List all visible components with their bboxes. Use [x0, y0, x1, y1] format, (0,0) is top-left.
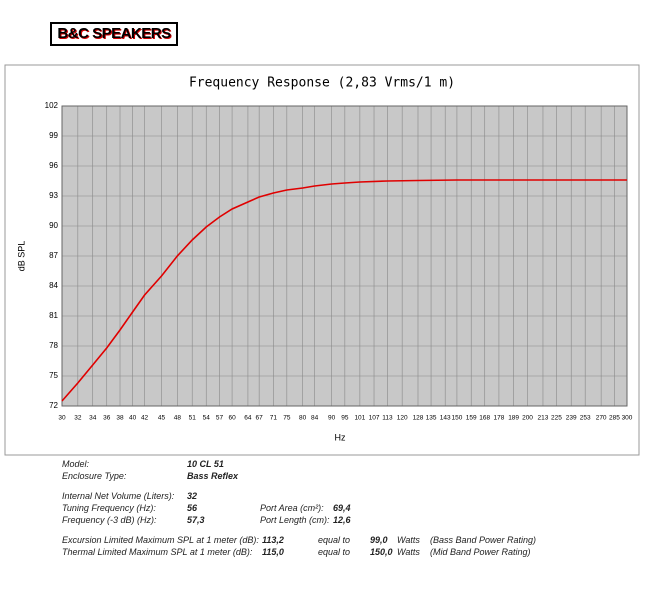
x-tick-label: 101: [354, 415, 365, 422]
response-line: [61, 179, 627, 402]
x-tick-label: 40: [129, 415, 137, 422]
x-tick-label: 95: [341, 415, 349, 422]
spec-cell: (Mid Band Power Rating): [430, 547, 531, 557]
spec-cell: 12,6: [333, 515, 351, 525]
x-tick-label: 32: [74, 415, 82, 422]
spec-cell: Excursion Limited Maximum SPL at 1 meter…: [62, 535, 259, 545]
x-tick-label: 54: [203, 415, 211, 422]
spec-cell: Watts: [397, 547, 420, 557]
y-tick-label: 78: [49, 341, 58, 350]
y-tick-label: 96: [49, 161, 58, 170]
y-tick-label: 99: [49, 131, 58, 140]
x-axis-label: Hz: [335, 432, 346, 442]
x-tick-label: 90: [328, 415, 336, 422]
x-tick-label: 200: [522, 415, 533, 422]
spec-cell: Port Length (cm):: [260, 515, 330, 525]
y-tick-label: 72: [49, 401, 58, 410]
spec-cell: 99,0: [370, 535, 388, 545]
chart: Frequency Response (2,83 Vrms/1 m) Hz dB…: [4, 64, 640, 456]
spec-cell: Model:: [62, 459, 90, 469]
x-tick-label: 84: [311, 415, 319, 422]
x-tick-label: 300: [622, 415, 633, 422]
x-tick-label: 36: [103, 415, 111, 422]
x-tick-label: 213: [538, 415, 549, 422]
spec-cell: 115,0: [262, 547, 284, 557]
x-tick-label: 80: [299, 415, 307, 422]
x-tick-label: 48: [174, 415, 182, 422]
x-tick-label: 270: [596, 415, 607, 422]
x-tick-label: 128: [413, 415, 424, 422]
spec-cell: Port Area (cm²):: [260, 503, 324, 513]
x-tick-label: 75: [283, 415, 291, 422]
x-tick-label: 67: [256, 415, 264, 422]
spec-cell: (Bass Band Power Rating): [430, 535, 537, 545]
x-tick-label: 159: [466, 415, 477, 422]
x-tick-label: 150: [451, 415, 462, 422]
spec-cell: 150,0: [370, 547, 393, 557]
spec-cell: Internal Net Volume (Liters):: [62, 491, 175, 501]
x-tick-label: 42: [141, 415, 149, 422]
x-tick-label: 239: [566, 415, 577, 422]
x-tick-label: 60: [228, 415, 236, 422]
x-tick-label: 143: [440, 415, 451, 422]
spec-cell: equal to: [318, 535, 351, 545]
y-tick-label: 93: [49, 191, 58, 200]
x-tick-label: 57: [216, 415, 224, 422]
spec-cell: Enclosure Type:: [62, 471, 127, 481]
y-tick-label: 90: [49, 221, 58, 230]
spec-cell: 57,3: [187, 515, 205, 525]
y-tick-label: 81: [49, 311, 58, 320]
x-tick-label: 51: [189, 415, 197, 422]
spec-cell: 56: [187, 503, 198, 513]
y-tick-label: 87: [49, 251, 58, 260]
x-tick-label: 38: [116, 415, 124, 422]
x-tick-label: 178: [493, 415, 504, 422]
x-tick-label: 71: [270, 415, 278, 422]
spec-cell: Watts: [397, 535, 420, 545]
x-tick-label: 113: [382, 415, 393, 422]
x-tick-label: 30: [58, 415, 66, 422]
x-tick-label: 34: [89, 415, 97, 422]
x-tick-label: 253: [580, 415, 591, 422]
spec-cell: Tuning Frequency (Hz):: [62, 503, 156, 513]
x-tick-label: 107: [369, 415, 380, 422]
spec-cell: Bass Reflex: [187, 471, 239, 481]
x-tick-label: 135: [426, 415, 437, 422]
spec-cell: Frequency (-3 dB) (Hz):: [62, 515, 157, 525]
chart-title: Frequency Response (2,83 Vrms/1 m): [189, 76, 455, 91]
spec-cell: Thermal Limited Maximum SPL at 1 meter (…: [62, 547, 253, 557]
y-tick-label: 102: [45, 101, 59, 110]
x-tick-label: 189: [508, 415, 519, 422]
y-tick-label: 75: [49, 371, 58, 380]
spec-cell: 32: [187, 491, 198, 501]
plot-border: [61, 105, 628, 407]
y-axis-label: dB SPL: [16, 241, 26, 272]
y-tick-label: 84: [49, 281, 58, 290]
logo: B&C SPEAKERS: [50, 22, 178, 46]
x-tick-label: 45: [158, 415, 166, 422]
x-tick-label: 64: [244, 415, 252, 422]
x-tick-label: 120: [397, 415, 408, 422]
spec-cell: 113,2: [262, 535, 284, 545]
spec-cell: 69,4: [333, 503, 351, 513]
x-tick-label: 225: [551, 415, 562, 422]
x-tick-label: 168: [479, 415, 490, 422]
spec-cell: 10 CL 51: [187, 459, 224, 469]
x-tick-label: 285: [609, 415, 620, 422]
spec-cell: equal to: [318, 547, 351, 557]
